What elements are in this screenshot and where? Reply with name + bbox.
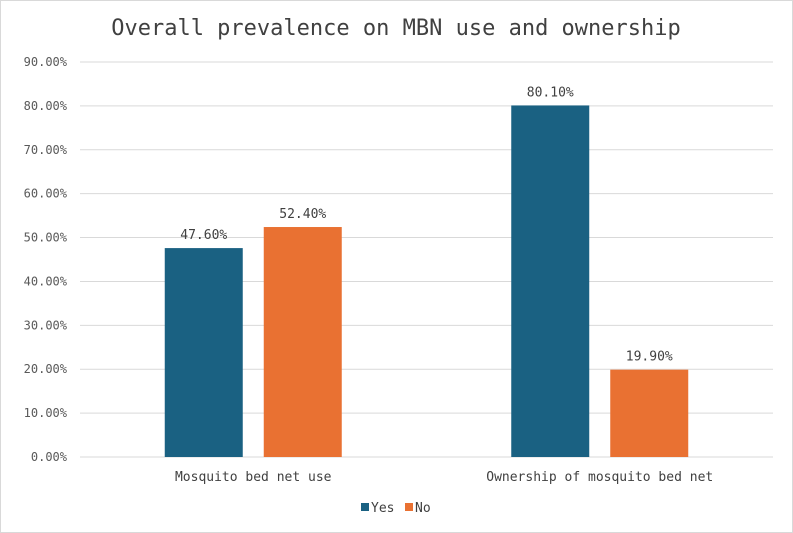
- legend-swatch-no: [405, 503, 413, 511]
- y-axis-ticks: 0.00% 10.00% 20.00% 30.00% 40.00% 50.00% 60.00…: [24, 55, 68, 464]
- legend: Yes No: [361, 501, 431, 516]
- y-tick-label: 20.00%: [24, 362, 68, 376]
- data-label: 19.90%: [626, 350, 673, 365]
- legend-label-no: No: [415, 501, 431, 516]
- data-label: 80.10%: [527, 85, 574, 100]
- y-tick-label: 40.00%: [24, 274, 68, 288]
- legend-swatch-yes: [361, 503, 369, 511]
- data-label: 47.60%: [180, 228, 227, 243]
- x-axis-labels: Mosquito bed net use Ownership of mosquit…: [175, 470, 713, 485]
- y-tick-label: 30.00%: [24, 318, 68, 332]
- chart-title: Overall prevalence on MBN use and owners…: [111, 16, 681, 41]
- y-tick-label: 0.00%: [31, 450, 68, 464]
- x-tick-label: Mosquito bed net use: [175, 470, 332, 485]
- x-tick-label: Ownership of mosquito bed net: [486, 470, 713, 485]
- bar-no: [263, 227, 342, 457]
- data-labels: 47.60% 52.40% 80.10% 19.90%: [180, 85, 673, 364]
- data-label: 52.40%: [279, 207, 326, 222]
- y-tick-label: 90.00%: [24, 55, 68, 69]
- bar-yes: [164, 248, 243, 457]
- y-tick-label: 80.00%: [24, 99, 68, 113]
- legend-label-yes: Yes: [371, 501, 394, 516]
- bar-yes: [511, 105, 590, 457]
- bars: [164, 105, 689, 457]
- y-tick-label: 10.00%: [24, 406, 68, 420]
- y-tick-label: 50.00%: [24, 231, 68, 245]
- y-tick-label: 70.00%: [24, 143, 68, 157]
- bar-no: [610, 369, 689, 457]
- y-tick-label: 60.00%: [24, 187, 68, 201]
